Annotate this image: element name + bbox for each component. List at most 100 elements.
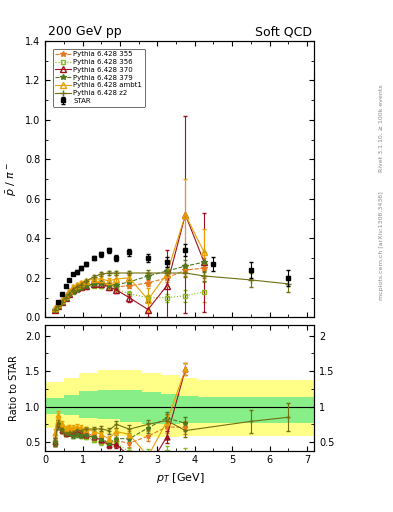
Pythia 6.428 z2 [107,270,111,276]
Pythia 6.428 356 [60,298,64,305]
Pythia 6.428 356 [75,287,79,293]
Pythia 6.428 370 [202,259,206,265]
Pythia 6.428 ambt1 [183,211,188,218]
Pythia 6.428 z2 [78,282,83,288]
Pythia 6.428 355 [107,282,111,288]
Pythia 6.428 z2 [127,270,132,276]
Pythia 6.428 356 [146,294,151,301]
Pythia 6.428 356 [127,291,132,297]
Pythia 6.428 355 [84,281,89,287]
Pythia 6.428 z2 [164,270,169,276]
Pythia 6.428 356 [67,291,72,297]
Pythia 6.428 ambt1 [146,296,151,303]
Pythia 6.428 356 [114,286,119,292]
Pythia 6.428 z2 [114,270,119,276]
Pythia 6.428 370 [78,284,83,290]
Pythia 6.428 ambt1 [84,278,89,284]
Pythia 6.428 z2 [92,274,96,280]
Pythia 6.428 ambt1 [63,293,68,299]
Pythia 6.428 370 [67,291,72,297]
Text: 200 GeV pp: 200 GeV pp [48,25,121,38]
Pythia 6.428 355 [78,283,83,289]
Pythia 6.428 355 [60,298,64,305]
Pythia 6.428 379 [71,289,75,295]
Pythia 6.428 z2 [248,277,253,283]
Pythia 6.428 379 [92,281,96,287]
Pythia 6.428 355 [67,291,72,297]
Pythia 6.428 356 [202,289,206,295]
Pythia 6.428 z2 [84,278,89,284]
Pythia 6.428 ambt1 [71,284,75,290]
Pythia 6.428 370 [60,298,64,305]
Pythia 6.428 ambt1 [67,288,72,294]
Pythia 6.428 379 [99,280,104,286]
Pythia 6.428 370 [56,303,61,309]
Pythia 6.428 379 [114,282,119,288]
Pythia 6.428 355 [63,294,68,301]
Line: Pythia 6.428 ambt1: Pythia 6.428 ambt1 [52,212,207,310]
Pythia 6.428 z2 [71,287,75,293]
Pythia 6.428 356 [164,294,169,301]
Pythia 6.428 z2 [60,298,64,305]
Pythia 6.428 370 [52,307,57,313]
Pythia 6.428 z2 [99,271,104,277]
Pythia 6.428 ambt1 [60,296,64,303]
Pythia 6.428 370 [75,285,79,291]
Pythia 6.428 356 [84,284,89,290]
Y-axis label: $\bar{p}$ / $\pi^-$: $\bar{p}$ / $\pi^-$ [5,162,19,196]
Pythia 6.428 ambt1 [107,278,111,284]
Pythia 6.428 355 [99,280,104,286]
Pythia 6.428 355 [202,265,206,271]
Pythia 6.428 379 [164,268,169,274]
Pythia 6.428 355 [164,275,169,281]
Line: Pythia 6.428 370: Pythia 6.428 370 [52,212,207,312]
Pythia 6.428 z2 [52,307,57,313]
X-axis label: $p_T$ [GeV]: $p_T$ [GeV] [156,471,204,485]
Pythia 6.428 370 [107,284,111,290]
Pythia 6.428 355 [75,285,79,291]
Pythia 6.428 379 [202,259,206,265]
Pythia 6.428 z2 [146,270,151,276]
Pythia 6.428 379 [183,263,188,269]
Pythia 6.428 356 [71,289,75,295]
Pythia 6.428 356 [52,307,57,313]
Pythia 6.428 355 [92,280,96,286]
Pythia 6.428 356 [107,284,111,290]
Pythia 6.428 ambt1 [127,275,132,281]
Line: Pythia 6.428 379: Pythia 6.428 379 [52,260,207,312]
Pythia 6.428 ambt1 [78,280,83,286]
Pythia 6.428 370 [84,283,89,289]
Pythia 6.428 356 [99,283,104,289]
Pythia 6.428 z2 [183,270,188,276]
Pythia 6.428 356 [183,293,188,299]
Pythia 6.428 356 [78,285,83,291]
Pythia 6.428 370 [146,307,151,313]
Pythia 6.428 355 [183,267,188,273]
Pythia 6.428 379 [52,307,57,313]
Pythia 6.428 379 [127,279,132,285]
Pythia 6.428 370 [71,287,75,293]
Pythia 6.428 z2 [75,284,79,290]
Pythia 6.428 356 [92,283,96,289]
Pythia 6.428 ambt1 [56,301,61,307]
Pythia 6.428 370 [164,283,169,289]
Pythia 6.428 379 [146,273,151,279]
Pythia 6.428 ambt1 [75,282,79,288]
Pythia 6.428 355 [114,284,119,290]
Legend: Pythia 6.428 355, Pythia 6.428 356, Pythia 6.428 370, Pythia 6.428 379, Pythia 6: Pythia 6.428 355, Pythia 6.428 356, Pyth… [53,49,145,106]
Pythia 6.428 z2 [202,273,206,279]
Pythia 6.428 z2 [56,303,61,309]
Pythia 6.428 379 [56,303,61,309]
Pythia 6.428 z2 [63,294,68,301]
Pythia 6.428 379 [84,283,89,289]
Pythia 6.428 ambt1 [164,271,169,277]
Pythia 6.428 ambt1 [114,276,119,282]
Pythia 6.428 355 [71,287,75,293]
Pythia 6.428 379 [60,298,64,305]
Pythia 6.428 379 [107,282,111,288]
Pythia 6.428 379 [75,287,79,293]
Pythia 6.428 355 [146,280,151,286]
Pythia 6.428 z2 [286,281,290,287]
Text: mcplots.cern.ch [arXiv:1306.3436]: mcplots.cern.ch [arXiv:1306.3436] [379,191,384,300]
Pythia 6.428 z2 [67,291,72,297]
